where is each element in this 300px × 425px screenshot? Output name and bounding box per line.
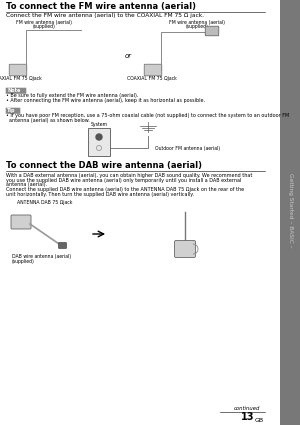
- FancyBboxPatch shape: [6, 108, 20, 114]
- Text: FM wire antenna (aerial): FM wire antenna (aerial): [16, 20, 72, 25]
- FancyBboxPatch shape: [205, 26, 219, 36]
- Text: System: System: [90, 122, 108, 127]
- Text: • Be sure to fully extend the FM wire antenna (aerial).: • Be sure to fully extend the FM wire an…: [6, 93, 138, 98]
- Text: ANTENNA DAB 75 Ωjack: ANTENNA DAB 75 Ωjack: [17, 200, 73, 205]
- Text: COAXIAL FM 75 Ωjack: COAXIAL FM 75 Ωjack: [127, 76, 177, 81]
- Text: continued: continued: [234, 406, 260, 411]
- Text: 13: 13: [241, 412, 255, 422]
- Text: Outdoor FM antenna (aerial): Outdoor FM antenna (aerial): [155, 146, 220, 151]
- Text: (supplied): (supplied): [12, 258, 35, 264]
- Text: Connect the FM wire antenna (aerial) to the COAXIAL FM 75 Ω jack.: Connect the FM wire antenna (aerial) to …: [6, 13, 204, 18]
- Text: Getting Started – BASIC –: Getting Started – BASIC –: [287, 173, 292, 247]
- Text: (supplied): (supplied): [33, 23, 56, 28]
- Text: COAXIAL FM 75 Ωjack: COAXIAL FM 75 Ωjack: [0, 76, 42, 81]
- FancyBboxPatch shape: [6, 88, 26, 94]
- Text: DAB wire antenna (aerial): DAB wire antenna (aerial): [12, 254, 71, 259]
- Text: Connect the supplied DAB wire antenna (aerial) to the ANTENNA DAB 75 Ωjack on th: Connect the supplied DAB wire antenna (a…: [6, 187, 244, 192]
- FancyBboxPatch shape: [144, 64, 162, 76]
- Bar: [88, 128, 110, 156]
- Text: To connect the FM wire antenna (aerial): To connect the FM wire antenna (aerial): [6, 2, 196, 11]
- FancyBboxPatch shape: [58, 243, 66, 248]
- Text: unit horizontally. Then turn the supplied DAB wire antenna (aerial) vertically.: unit horizontally. Then turn the supplie…: [6, 192, 194, 196]
- Bar: [280, 0, 300, 425]
- FancyBboxPatch shape: [9, 64, 27, 76]
- Text: To connect the DAB wire antenna (aerial): To connect the DAB wire antenna (aerial): [6, 161, 202, 170]
- FancyBboxPatch shape: [175, 241, 196, 258]
- Text: GB: GB: [255, 419, 264, 423]
- Text: (supplied): (supplied): [186, 23, 208, 28]
- Text: or: or: [124, 53, 132, 59]
- Text: antenna (aerial) as shown below.: antenna (aerial) as shown below.: [6, 117, 90, 122]
- Text: With a DAB external antenna (aerial), you can obtain higher DAB sound quality. W: With a DAB external antenna (aerial), yo…: [6, 173, 252, 178]
- Circle shape: [96, 134, 102, 140]
- Text: Note: Note: [7, 88, 20, 93]
- Text: antenna (aerial).: antenna (aerial).: [6, 182, 47, 187]
- Text: FM wire antenna (aerial): FM wire antenna (aerial): [169, 20, 225, 25]
- Text: • If you have poor FM reception, use a 75-ohm coaxial cable (not supplied) to co: • If you have poor FM reception, use a 7…: [6, 113, 289, 118]
- Text: you use the supplied DAB wire antenna (aerial) only temporarily until you instal: you use the supplied DAB wire antenna (a…: [6, 178, 242, 182]
- FancyBboxPatch shape: [11, 215, 31, 229]
- Text: Tip: Tip: [7, 108, 16, 113]
- Text: • After connecting the FM wire antenna (aerial), keep it as horizontal as possib: • After connecting the FM wire antenna (…: [6, 98, 205, 103]
